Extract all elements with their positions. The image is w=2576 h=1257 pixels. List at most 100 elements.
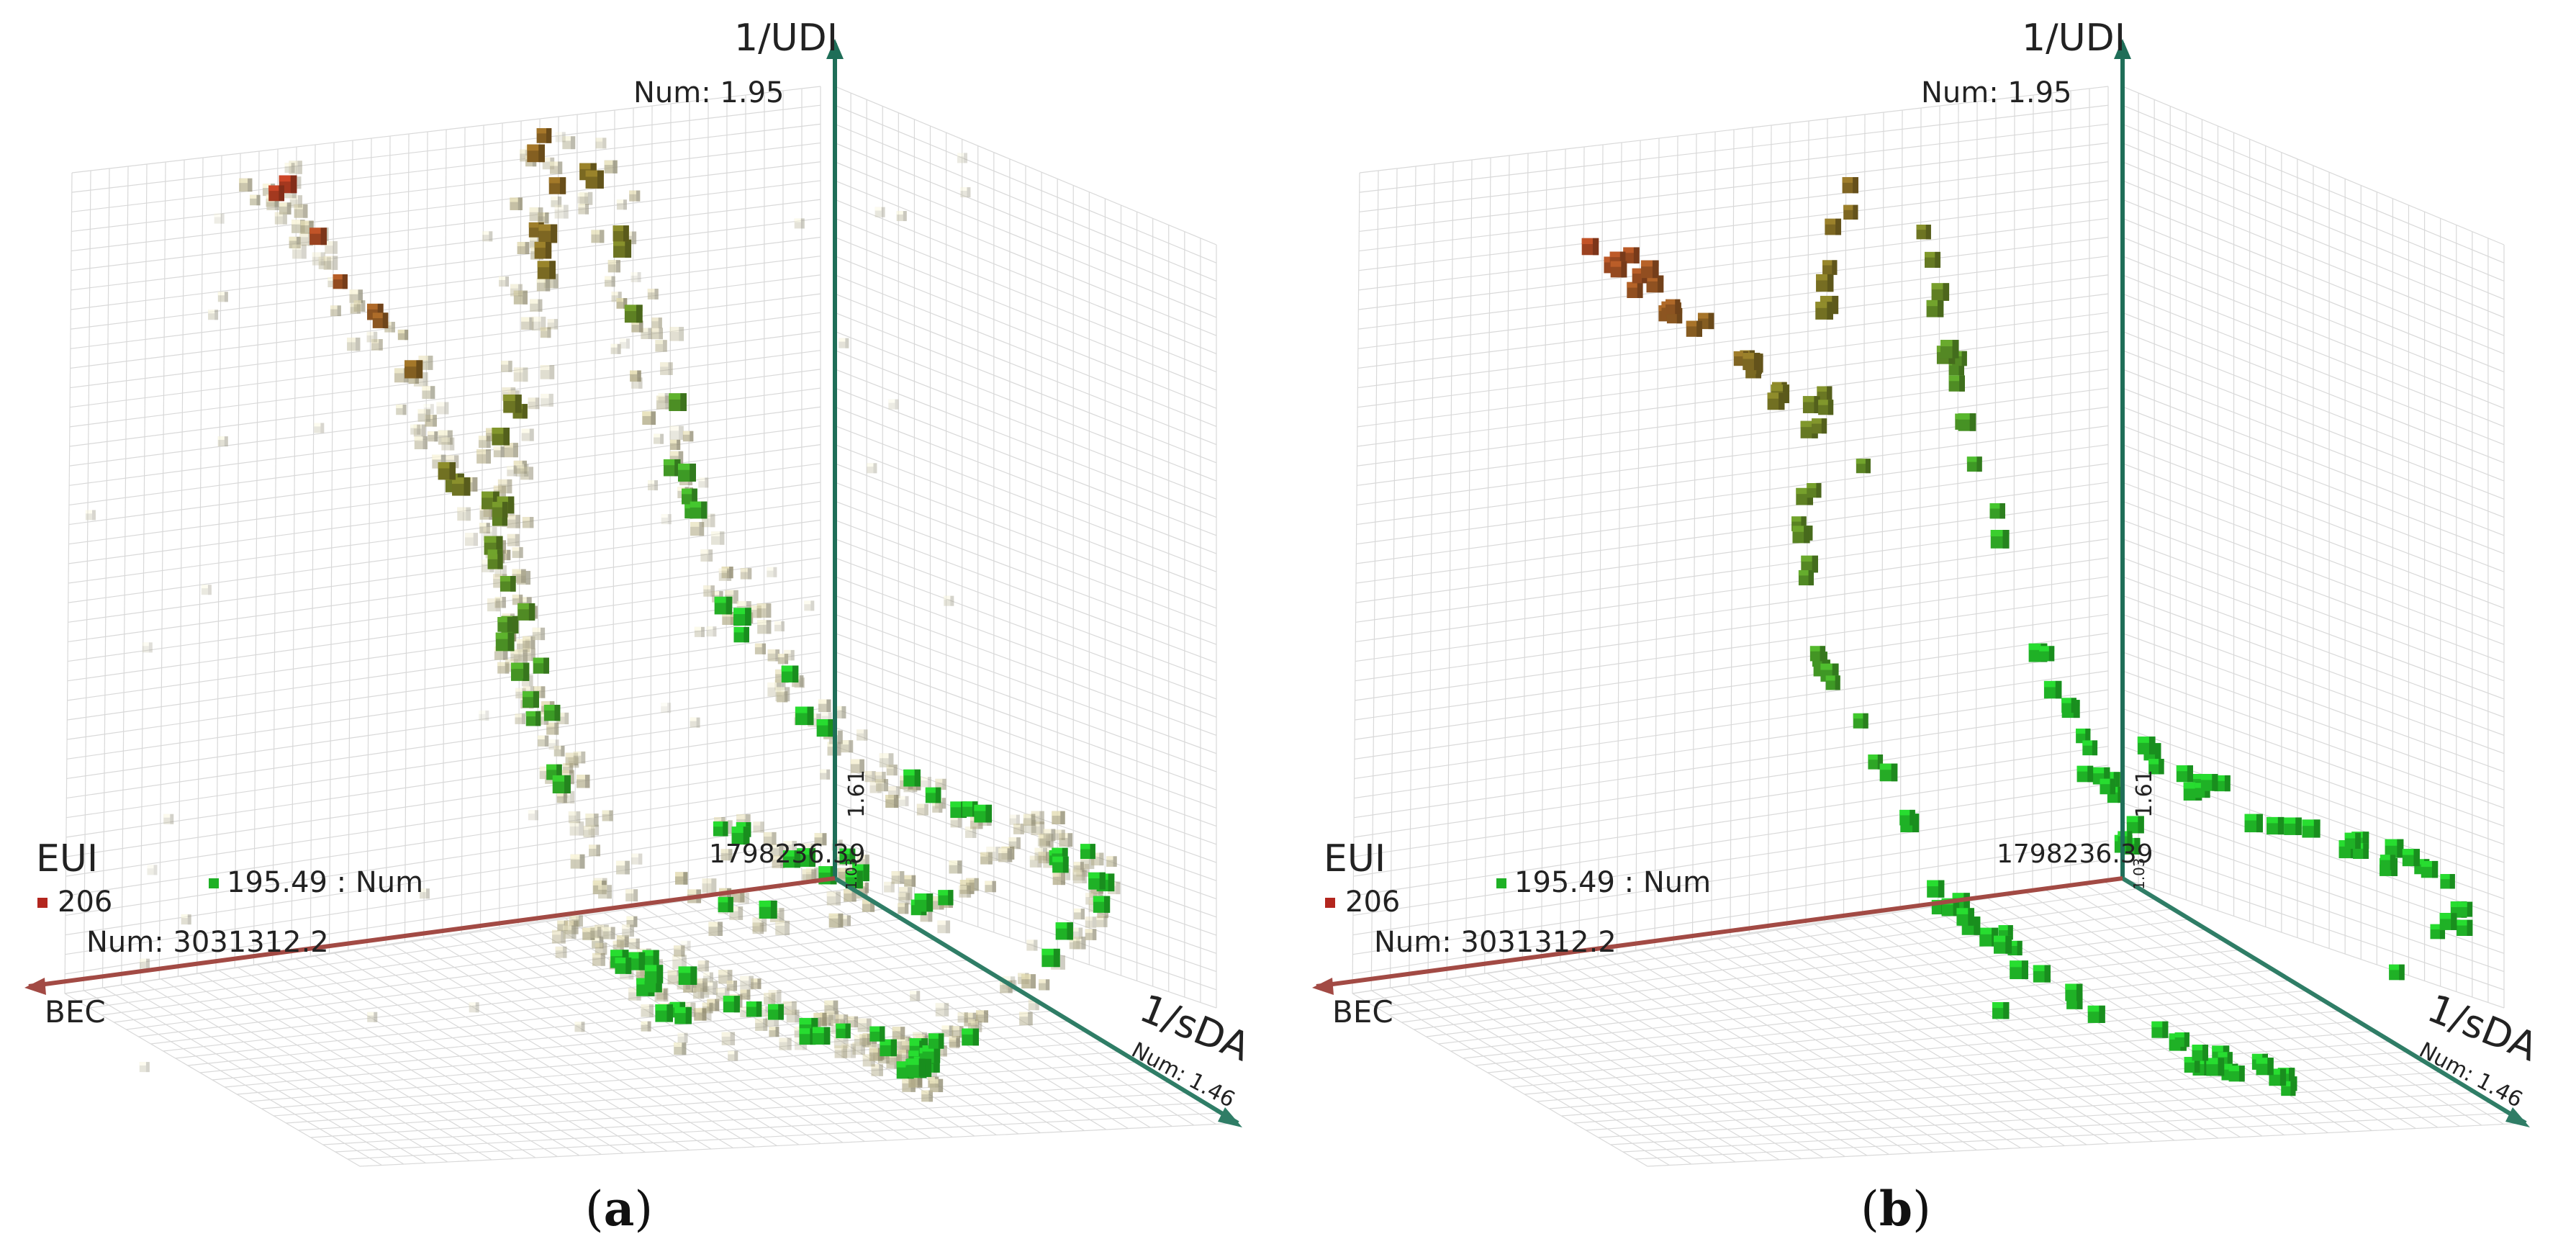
highlighted-point [2440, 874, 2455, 889]
highlighted-point [1627, 281, 1643, 299]
highlighted-point [1080, 844, 1095, 860]
highlighted-point [372, 312, 389, 328]
highlighted-point [268, 185, 285, 202]
highlighted-point [522, 691, 539, 708]
faded-point [501, 361, 512, 372]
highlighted-point [452, 477, 471, 496]
faded-point [698, 477, 709, 488]
faded-point [641, 1004, 654, 1017]
highlighted-point [2043, 680, 2062, 699]
faded-point [871, 1064, 883, 1076]
highlighted-point [669, 393, 687, 411]
faded-point [1009, 814, 1020, 825]
faded-point [892, 1027, 905, 1040]
highlighted-point [1093, 896, 1111, 913]
faded-point [577, 192, 589, 204]
faded-point [528, 810, 538, 821]
faded-point [616, 860, 630, 875]
highlighted-point [2344, 832, 2361, 850]
highlighted-point [907, 1058, 926, 1077]
legend-low-value: 195.49 : Num [227, 866, 423, 899]
highlighted-point [733, 608, 751, 626]
faded-point [786, 1009, 800, 1023]
faded-point [622, 924, 634, 937]
highlighted-point [718, 896, 733, 913]
legend-marker-low [209, 878, 219, 888]
faded-point [1039, 979, 1050, 991]
axis-label-eui: EUI [36, 837, 98, 880]
legend [1325, 878, 1506, 908]
highlighted-point [2214, 775, 2231, 792]
faded-point [721, 1032, 736, 1045]
faded-point [708, 922, 723, 936]
faded-point [520, 467, 534, 480]
highlighted-point [713, 821, 728, 837]
highlighted-point [655, 1004, 673, 1022]
faded-point [1085, 929, 1097, 940]
highlighted-point [1966, 456, 1982, 472]
faded-point [752, 917, 767, 932]
faded-point [201, 585, 212, 595]
highlighted-point [759, 900, 777, 919]
faded-point [757, 620, 772, 634]
highlighted-point [768, 1004, 784, 1020]
legend [37, 878, 219, 908]
faded-point [323, 256, 338, 270]
faded-point [857, 1018, 872, 1032]
faded-point [479, 523, 490, 533]
highlighted-point [2206, 1058, 2225, 1076]
faded-point [804, 600, 815, 611]
highlighted-point [2402, 849, 2420, 867]
highlighted-point [2148, 759, 2164, 775]
highlighted-point [1041, 948, 1060, 968]
highlighted-point [613, 225, 629, 242]
faded-point [1106, 856, 1117, 867]
highlighted-point [2033, 965, 2051, 983]
faded-point [1008, 837, 1021, 850]
highlighted-point [2389, 964, 2405, 981]
faded-point [292, 244, 307, 259]
faded-point [554, 204, 569, 219]
faded-point [487, 598, 500, 612]
highlighted-point [1958, 413, 1976, 431]
faded-point [839, 338, 849, 348]
axis-max-vertical: Num: 1.95 [1921, 76, 2072, 109]
highlighted-point [548, 177, 566, 194]
faded-point [239, 178, 253, 192]
faded-point [548, 739, 559, 750]
faded-point [464, 533, 478, 546]
faded-point [661, 703, 672, 713]
faded-point [694, 1008, 707, 1021]
faded-point [767, 567, 777, 577]
faded-point [702, 878, 717, 893]
highlighted-point [974, 804, 993, 823]
highlighted-point [1822, 260, 1838, 275]
faded-point [763, 992, 776, 1005]
faded-point [510, 284, 523, 297]
faded-point [957, 1012, 968, 1023]
faded-point [769, 1027, 779, 1037]
faded-point [651, 328, 663, 340]
faded-point [522, 517, 534, 528]
highlighted-point [869, 1026, 885, 1042]
faded-point [616, 298, 628, 309]
faded-point [553, 745, 565, 757]
axis-label-vertical: 1/UDI [734, 17, 838, 60]
highlighted-point [674, 1006, 692, 1024]
faded-point [950, 816, 962, 828]
highlighted-point [1856, 459, 1871, 474]
highlighted-point [1926, 299, 1944, 317]
faded-point [556, 793, 567, 803]
faded-point [569, 821, 584, 836]
faded-point [949, 1038, 960, 1049]
faded-point [1073, 909, 1085, 920]
faded-point [718, 568, 732, 581]
highlighted-point [2284, 817, 2302, 835]
highlighted-point [1948, 375, 1965, 392]
faded-point [957, 153, 967, 163]
highlighted-point [585, 170, 604, 189]
faded-point [478, 436, 491, 449]
faded-point [1072, 936, 1086, 950]
faded-point [910, 991, 921, 1001]
faded-point [726, 981, 738, 991]
